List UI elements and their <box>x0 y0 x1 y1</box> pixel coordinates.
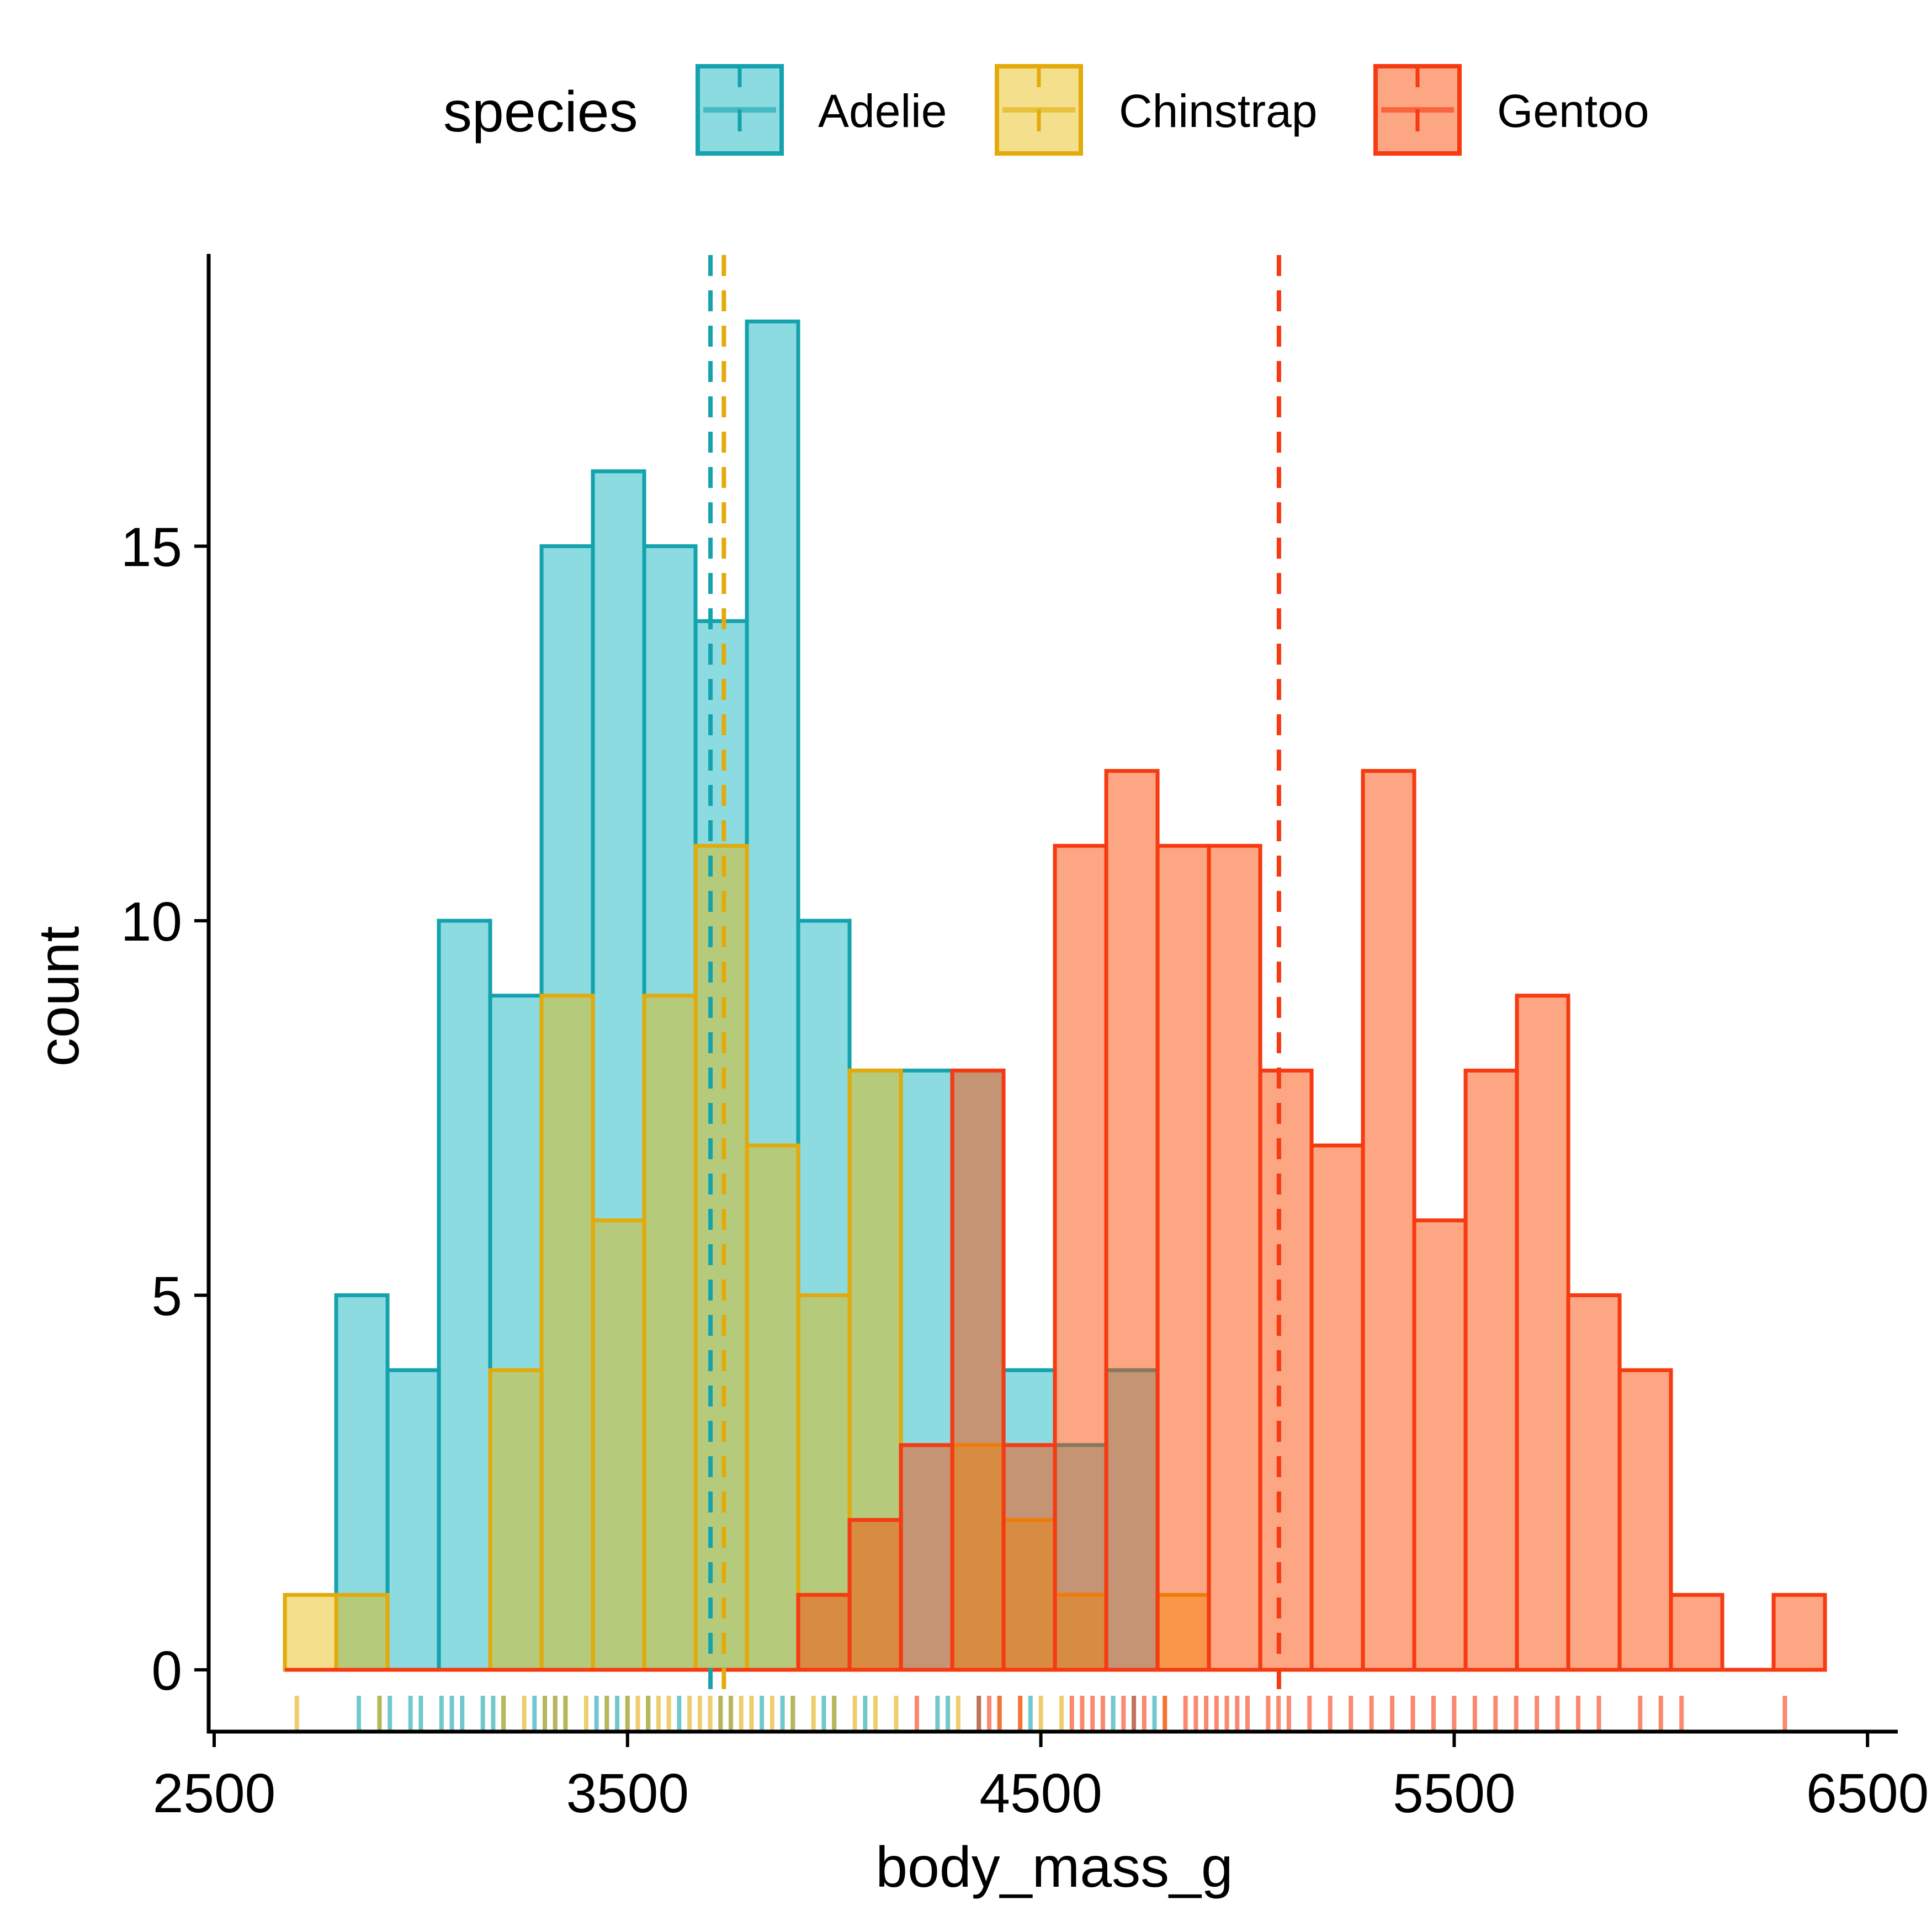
bar-adelie-3 <box>437 919 492 1672</box>
x-tick-label: 2500 <box>153 1763 275 1824</box>
legend-label: Adelie <box>818 85 947 137</box>
mean-lines-layer <box>708 255 1281 1692</box>
bar-chinstrap-0 <box>283 1593 338 1672</box>
bar-gentoo-26 <box>1617 1368 1673 1672</box>
legend-label: Gentoo <box>1497 85 1649 137</box>
bar-gentoo-29 <box>1771 1593 1827 1672</box>
y-tick-label: 0 <box>151 1640 182 1702</box>
bar-chinstrap-9 <box>745 1143 800 1672</box>
legend: species Adelie Chinstrap Gentoo <box>443 64 1649 156</box>
bar-gentoo-16 <box>1104 769 1160 1672</box>
bar-gentoo-24 <box>1515 994 1570 1672</box>
bar-gentoo-12 <box>899 1443 954 1672</box>
y-tick-label: 5 <box>151 1266 182 1328</box>
x-axis-title: body_mass_g <box>875 1835 1233 1899</box>
x-tick-label: 5500 <box>1393 1763 1515 1824</box>
x-tick-label: 3500 <box>566 1763 689 1824</box>
bar-gentoo-21 <box>1361 769 1416 1672</box>
bar-gentoo-18 <box>1207 843 1262 1672</box>
bar-chinstrap-1 <box>334 1593 390 1672</box>
bar-gentoo-20 <box>1309 1143 1365 1672</box>
bar-gentoo-25 <box>1566 1293 1622 1672</box>
bar-gentoo-23 <box>1463 1068 1519 1672</box>
rug-layer <box>294 1696 1787 1731</box>
bar-gentoo-13 <box>950 1068 1006 1672</box>
bar-chinstrap-4 <box>488 1368 544 1672</box>
legend-label: Chinstrap <box>1119 85 1318 137</box>
bar-gentoo-10 <box>796 1593 852 1672</box>
bar-chinstrap-7 <box>642 994 698 1672</box>
legend-item-adelie: Adelie <box>696 64 947 156</box>
legend-item-gentoo: Gentoo <box>1373 64 1649 156</box>
x-tick-label: 6500 <box>1806 1763 1929 1824</box>
bar-gentoo-14 <box>1001 1443 1057 1672</box>
bar-gentoo-19 <box>1258 1068 1314 1672</box>
bar-gentoo-11 <box>847 1518 903 1672</box>
bar-gentoo-17 <box>1155 843 1211 1672</box>
bars-layer <box>283 319 1827 1672</box>
bar-gentoo-22 <box>1412 1218 1468 1672</box>
legend-item-chinstrap: Chinstrap <box>995 64 1318 156</box>
x-tick-label: 4500 <box>979 1763 1102 1824</box>
bar-adelie-2 <box>385 1368 441 1672</box>
bar-chinstrap-5 <box>539 994 595 1672</box>
y-tick-label: 10 <box>121 891 182 953</box>
bar-chinstrap-8 <box>693 843 749 1672</box>
bar-gentoo-15 <box>1053 843 1108 1672</box>
y-tick-label: 15 <box>121 517 182 578</box>
bar-chinstrap-6 <box>591 1218 646 1672</box>
bar-gentoo-27 <box>1669 1593 1724 1672</box>
bar-adelie-8 <box>693 619 749 1672</box>
y-axis-title: count <box>27 926 91 1067</box>
legend-title: species <box>443 80 638 144</box>
